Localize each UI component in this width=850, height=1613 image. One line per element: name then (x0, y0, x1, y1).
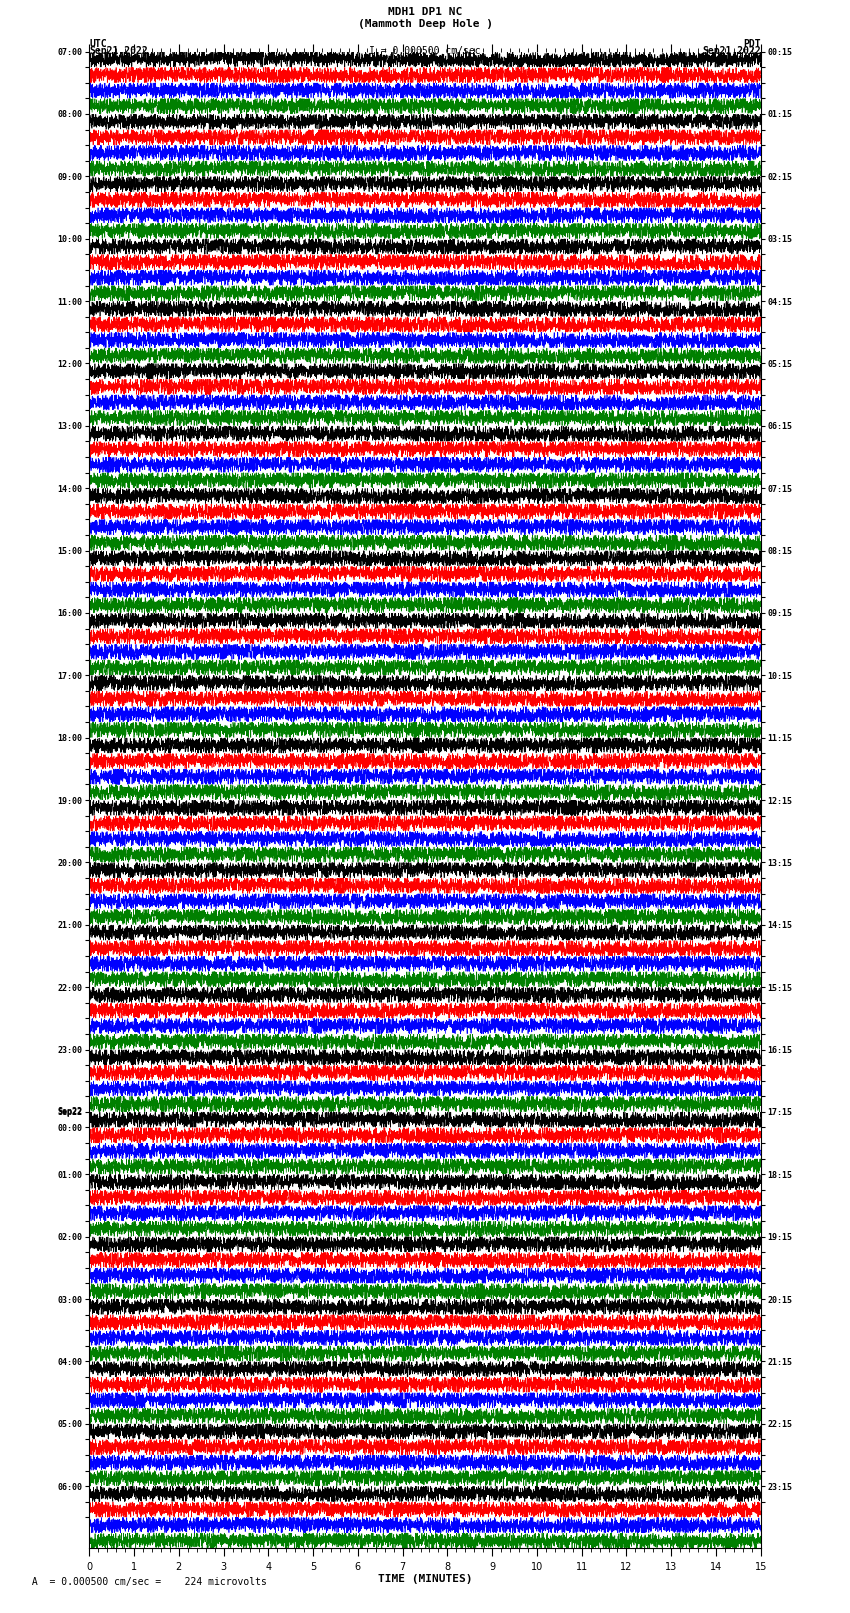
X-axis label: TIME (MINUTES): TIME (MINUTES) (377, 1574, 473, 1584)
Text: A  = 0.000500 cm/sec =    224 microvolts: A = 0.000500 cm/sec = 224 microvolts (26, 1578, 266, 1587)
Text: PDT: PDT (743, 39, 761, 48)
Text: Sep21,2022: Sep21,2022 (702, 45, 761, 56)
Text: Sep21,2022: Sep21,2022 (89, 45, 148, 56)
Title: MDH1 DP1 NC
(Mammoth Deep Hole ): MDH1 DP1 NC (Mammoth Deep Hole ) (358, 6, 492, 29)
Text: UTC: UTC (89, 39, 107, 48)
Text: I = 0.000500 cm/sec: I = 0.000500 cm/sec (369, 45, 481, 56)
Text: Sep22: Sep22 (57, 1108, 82, 1116)
